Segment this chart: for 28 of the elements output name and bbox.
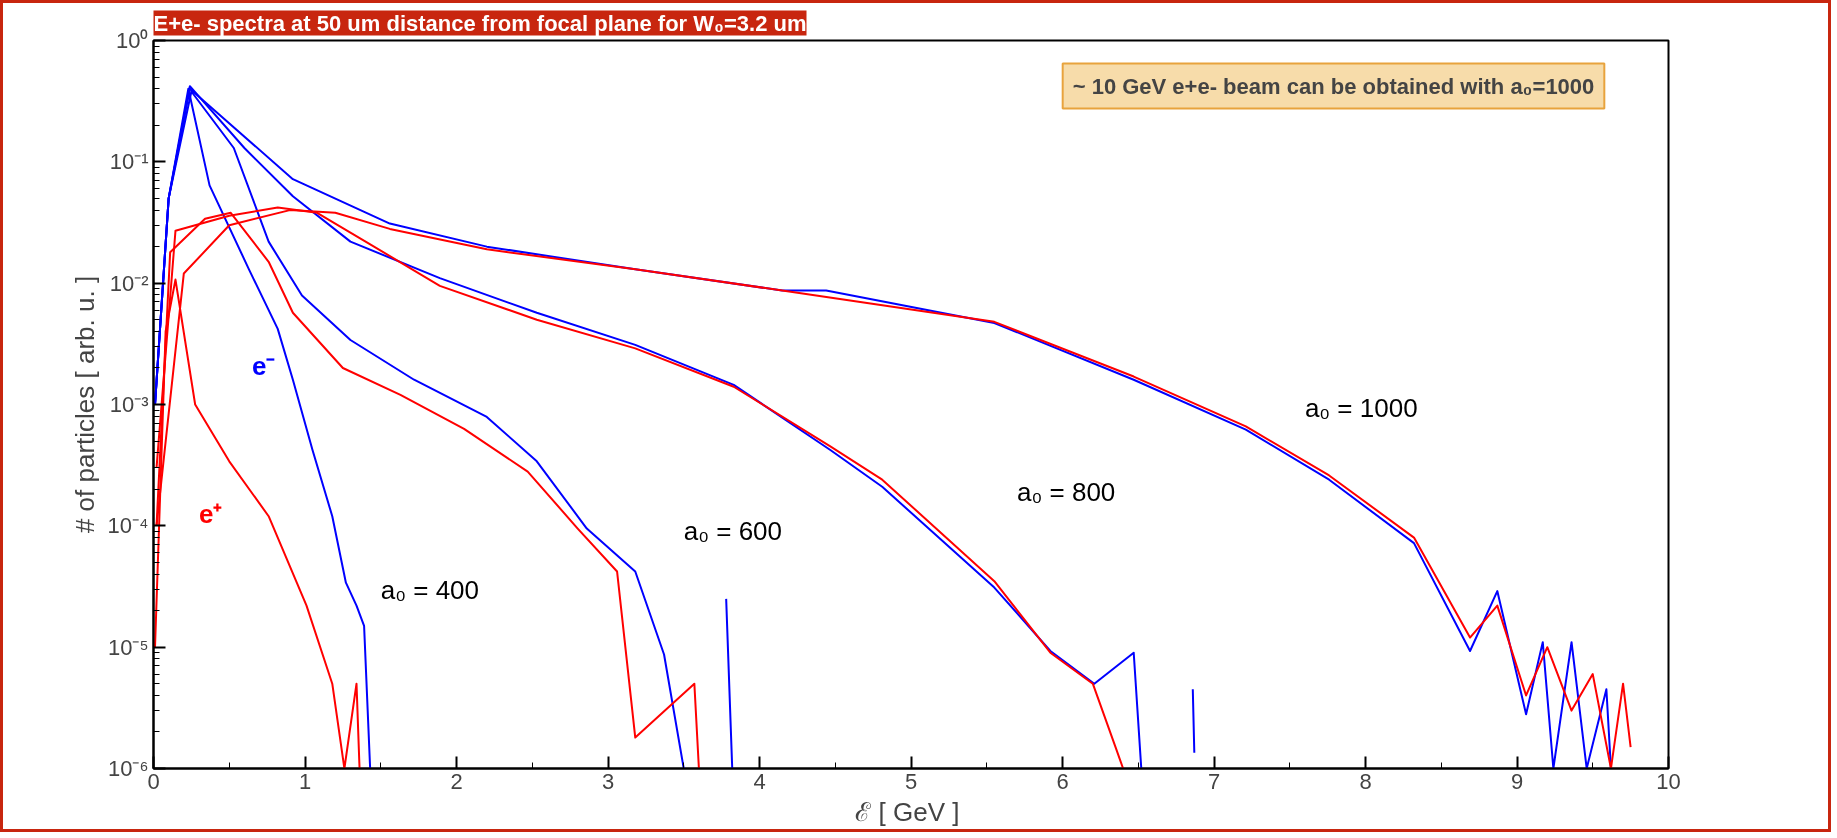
x-tick-label: 9: [1510, 768, 1524, 794]
y-tick-label: 10⁻⁵: [107, 634, 149, 660]
x-tick-label: 10: [1656, 768, 1681, 794]
x-tick-label: 5: [904, 768, 918, 794]
y-tick-label: 10⁻⁴: [107, 513, 149, 539]
y-tick-label: 10⁻⁶: [107, 756, 149, 781]
x-axis-title: ℰ [ GeV ]: [855, 796, 960, 827]
x-tick-label: 6: [1056, 768, 1069, 794]
x-tick-label: 0: [147, 768, 160, 794]
annotation: a₀ = 600: [683, 516, 783, 547]
x-tick-label: 3: [601, 768, 615, 794]
x-tick-label: 7: [1207, 768, 1221, 794]
chart-title: E+e- spectra at 50 um distance from focal plane for W₀=3.2 um: [153, 10, 807, 36]
y-tick-label: 10⁰: [116, 28, 149, 53]
x-tick-label: 4: [753, 768, 766, 794]
x-tick-label: 2: [450, 768, 463, 794]
annotation: e⁻: [251, 351, 276, 382]
y-tick-label: 10⁻³: [109, 392, 149, 417]
annotation: ~ 10 GeV e+e- beam can be obtained with a₀=1000: [1072, 73, 1595, 99]
x-tick-label: 8: [1359, 768, 1372, 794]
y-tick-label: 10⁻¹: [109, 149, 149, 175]
annotation: e⁺: [198, 498, 223, 529]
y-tick-label: 10⁻²: [109, 270, 149, 296]
annotation: a₀ = 800: [1017, 477, 1116, 508]
x-tick-label: 1: [298, 768, 312, 794]
annotation: a₀ = 1000: [1304, 393, 1418, 424]
y-axis-title: # of particles [ arb. u. ]: [69, 275, 100, 534]
annotation: a₀ = 400: [380, 574, 480, 605]
